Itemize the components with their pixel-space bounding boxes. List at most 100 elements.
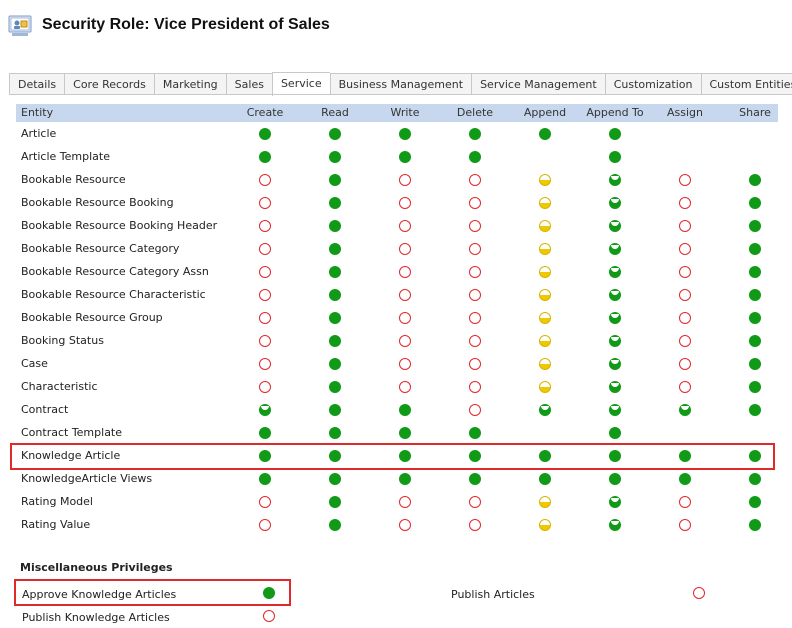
privilege-cell-write[interactable] bbox=[390, 237, 420, 260]
privilege-cell-share[interactable] bbox=[740, 467, 770, 490]
privilege-cell-share[interactable] bbox=[740, 329, 770, 352]
privilege-cell-delete[interactable] bbox=[460, 421, 490, 444]
privilege-cell-delete[interactable] bbox=[460, 490, 490, 513]
privilege-cell-write[interactable] bbox=[390, 191, 420, 214]
privilege-cell-create[interactable] bbox=[250, 375, 280, 398]
tab-service-management[interactable]: Service Management bbox=[471, 73, 605, 95]
privilege-cell-create[interactable] bbox=[250, 260, 280, 283]
privilege-cell-share[interactable] bbox=[740, 490, 770, 513]
privilege-cell-append[interactable] bbox=[530, 490, 560, 513]
privilege-cell-create[interactable] bbox=[250, 467, 280, 490]
privilege-cell-append-to[interactable] bbox=[600, 122, 630, 145]
privilege-cell-append[interactable] bbox=[530, 214, 560, 237]
privilege-cell-create[interactable] bbox=[250, 306, 280, 329]
privilege-cell-append-to[interactable] bbox=[600, 306, 630, 329]
privilege-cell-assign[interactable] bbox=[670, 191, 700, 214]
privilege-cell-append-to[interactable] bbox=[600, 398, 630, 421]
privilege-cell-delete[interactable] bbox=[460, 237, 490, 260]
privilege-cell-create[interactable] bbox=[250, 237, 280, 260]
privilege-cell-read[interactable] bbox=[320, 513, 350, 536]
privilege-cell-share[interactable] bbox=[740, 444, 770, 467]
privilege-cell-append-to[interactable] bbox=[600, 168, 630, 191]
privilege-cell-share[interactable] bbox=[740, 191, 770, 214]
privilege-cell-create[interactable] bbox=[250, 352, 280, 375]
privilege-cell-read[interactable] bbox=[320, 306, 350, 329]
privilege-cell-share[interactable] bbox=[740, 168, 770, 191]
privilege-cell-create[interactable] bbox=[250, 122, 280, 145]
privilege-cell-assign[interactable] bbox=[670, 444, 700, 467]
privilege-cell-append-to[interactable] bbox=[600, 283, 630, 306]
privilege-cell-read[interactable] bbox=[320, 490, 350, 513]
privilege-cell-append-to[interactable] bbox=[600, 237, 630, 260]
privilege-cell-read[interactable] bbox=[320, 191, 350, 214]
privilege-cell-share[interactable] bbox=[740, 398, 770, 421]
privilege-cell-append-to[interactable] bbox=[600, 352, 630, 375]
privilege-cell-append[interactable] bbox=[530, 513, 560, 536]
privilege-cell-assign[interactable] bbox=[670, 329, 700, 352]
tab-details[interactable]: Details bbox=[9, 73, 65, 95]
privilege-cell-assign[interactable] bbox=[670, 168, 700, 191]
privilege-cell-assign[interactable] bbox=[670, 237, 700, 260]
privilege-cell-read[interactable] bbox=[320, 122, 350, 145]
privilege-cell-read[interactable] bbox=[320, 329, 350, 352]
privilege-cell-delete[interactable] bbox=[460, 444, 490, 467]
privilege-cell-share[interactable] bbox=[740, 352, 770, 375]
privilege-cell-read[interactable] bbox=[320, 145, 350, 168]
privilege-cell-delete[interactable] bbox=[460, 122, 490, 145]
privilege-cell-append[interactable] bbox=[530, 260, 560, 283]
privilege-cell-create[interactable] bbox=[250, 191, 280, 214]
privilege-cell-read[interactable] bbox=[320, 237, 350, 260]
privilege-cell-assign[interactable] bbox=[670, 283, 700, 306]
privilege-cell-assign[interactable] bbox=[670, 352, 700, 375]
privilege-cell-assign[interactable] bbox=[670, 490, 700, 513]
privilege-cell-write[interactable] bbox=[390, 467, 420, 490]
privilege-cell-append[interactable] bbox=[530, 168, 560, 191]
privilege-cell-append-to[interactable] bbox=[600, 260, 630, 283]
privilege-cell-append[interactable] bbox=[530, 122, 560, 145]
privilege-cell-read[interactable] bbox=[320, 467, 350, 490]
privilege-cell-append[interactable] bbox=[530, 191, 560, 214]
privilege-cell-write[interactable] bbox=[390, 513, 420, 536]
privilege-cell-share[interactable] bbox=[740, 375, 770, 398]
privilege-cell-write[interactable] bbox=[390, 375, 420, 398]
privilege-cell-write[interactable] bbox=[390, 329, 420, 352]
privilege-cell-write[interactable] bbox=[390, 283, 420, 306]
tab-marketing[interactable]: Marketing bbox=[153, 73, 226, 95]
privilege-cell-assign[interactable] bbox=[670, 306, 700, 329]
misc-publish-knowledge-level[interactable] bbox=[263, 610, 275, 622]
privilege-cell-share[interactable] bbox=[740, 260, 770, 283]
privilege-cell-write[interactable] bbox=[390, 214, 420, 237]
tab-service[interactable]: Service bbox=[271, 72, 330, 96]
privilege-cell-append[interactable] bbox=[530, 329, 560, 352]
privilege-cell-write[interactable] bbox=[390, 490, 420, 513]
privilege-cell-append-to[interactable] bbox=[600, 421, 630, 444]
privilege-cell-create[interactable] bbox=[250, 490, 280, 513]
privilege-cell-create[interactable] bbox=[250, 145, 280, 168]
privilege-cell-append[interactable] bbox=[530, 237, 560, 260]
privilege-cell-read[interactable] bbox=[320, 398, 350, 421]
privilege-cell-write[interactable] bbox=[390, 260, 420, 283]
privilege-cell-append-to[interactable] bbox=[600, 214, 630, 237]
privilege-cell-create[interactable] bbox=[250, 283, 280, 306]
privilege-cell-append[interactable] bbox=[530, 375, 560, 398]
privilege-cell-create[interactable] bbox=[250, 444, 280, 467]
privilege-cell-create[interactable] bbox=[250, 398, 280, 421]
privilege-cell-write[interactable] bbox=[390, 168, 420, 191]
privilege-cell-append-to[interactable] bbox=[600, 375, 630, 398]
privilege-cell-append[interactable] bbox=[530, 398, 560, 421]
privilege-cell-append-to[interactable] bbox=[600, 191, 630, 214]
privilege-cell-read[interactable] bbox=[320, 421, 350, 444]
privilege-cell-read[interactable] bbox=[320, 260, 350, 283]
privilege-cell-delete[interactable] bbox=[460, 329, 490, 352]
tab-core-records[interactable]: Core Records bbox=[64, 73, 154, 95]
tab-customization[interactable]: Customization bbox=[604, 73, 701, 95]
privilege-cell-read[interactable] bbox=[320, 375, 350, 398]
privilege-cell-assign[interactable] bbox=[670, 214, 700, 237]
privilege-cell-append-to[interactable] bbox=[600, 145, 630, 168]
privilege-cell-append-to[interactable] bbox=[600, 490, 630, 513]
privilege-cell-assign[interactable] bbox=[670, 513, 700, 536]
privilege-cell-delete[interactable] bbox=[460, 375, 490, 398]
privilege-cell-write[interactable] bbox=[390, 352, 420, 375]
privilege-cell-delete[interactable] bbox=[460, 306, 490, 329]
privilege-cell-delete[interactable] bbox=[460, 145, 490, 168]
